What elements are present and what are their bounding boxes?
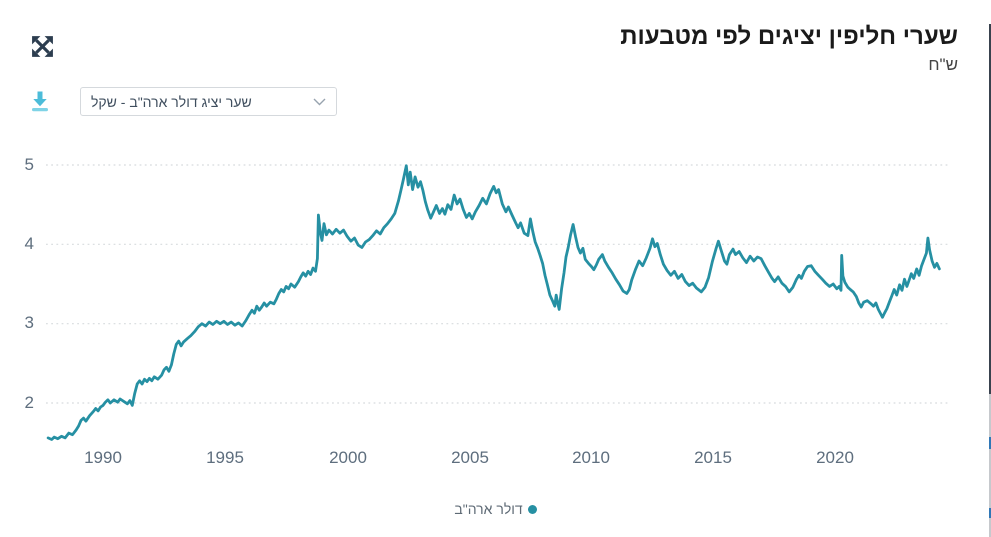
fullscreen-button[interactable] <box>29 33 55 59</box>
series-select-value: שער יציג דולר ארה"ב - שקל <box>91 93 252 110</box>
x-tick-label: 1990 <box>84 448 122 467</box>
y-tick-label: 2 <box>24 393 34 412</box>
export-button[interactable] <box>27 88 53 114</box>
chart-title: שערי חליפין יציגים לפי מטבעות <box>620 23 958 50</box>
x-tick-label: 2020 <box>816 448 854 467</box>
scrollbar-marker <box>989 437 991 449</box>
legend-item[interactable]: דולר ארה"ב <box>454 501 537 517</box>
y-tick-label: 3 <box>24 313 34 332</box>
right-scrollbar[interactable] <box>988 0 991 537</box>
scrollbar-track <box>989 394 991 537</box>
expand-arrows-icon <box>30 35 55 62</box>
legend-label: דולר ארה"ב <box>454 501 523 517</box>
chart-header: שערי חליפין יציגים לפי מטבעות ש"ח <box>620 22 958 75</box>
x-tick-label: 2005 <box>451 448 489 467</box>
x-tick-label: 2015 <box>694 448 732 467</box>
series-select[interactable]: שער יציג דולר ארה"ב - שקל <box>80 87 337 116</box>
chevron-down-icon <box>313 98 326 106</box>
x-tick-label: 1995 <box>206 448 244 467</box>
download-icon <box>28 91 52 116</box>
scrollbar-marker <box>989 508 991 518</box>
x-tick-label: 2010 <box>572 448 610 467</box>
y-tick-label: 4 <box>24 234 34 253</box>
legend: דולר ארה"ב <box>0 501 991 517</box>
chart-subtitle: ש"ח <box>928 55 958 74</box>
scrollbar-thumb[interactable] <box>989 24 991 394</box>
x-tick-label: 2000 <box>329 448 367 467</box>
legend-marker-circle-icon <box>527 504 537 514</box>
y-tick-label: 5 <box>24 155 34 174</box>
